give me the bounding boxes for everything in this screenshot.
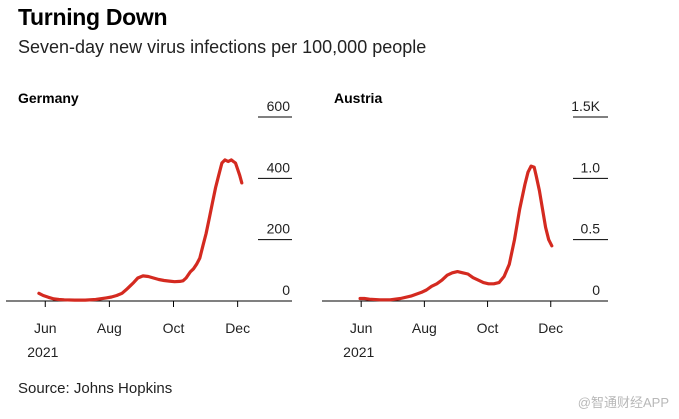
y-tick-label: 0.5 bbox=[581, 221, 601, 237]
x-tick-label: Aug bbox=[412, 320, 437, 336]
panel-germany: Germany 0 200 400 600 Jun Aug Oct Dec 2021 bbox=[6, 90, 292, 360]
y-tick-label: 600 bbox=[267, 98, 291, 114]
chart-subtitle: Seven-day new virus infections per 100,0… bbox=[18, 37, 427, 57]
x-tick-label: Dec bbox=[538, 320, 563, 336]
y-tick-label: 400 bbox=[267, 159, 291, 175]
source-note: Source: Johns Hopkins bbox=[18, 380, 173, 397]
y-tick-label: 1.5K bbox=[571, 98, 600, 114]
y-tick-label: 0 bbox=[592, 282, 600, 298]
series-line-germany bbox=[37, 158, 244, 302]
x-tick-label: Oct bbox=[163, 320, 185, 336]
y-tick-label: 200 bbox=[267, 221, 291, 237]
x-year-label: 2021 bbox=[343, 344, 374, 360]
chart-title: Turning Down bbox=[18, 4, 168, 30]
series-line-austria bbox=[358, 164, 554, 302]
watermark: @智通财经APP bbox=[577, 395, 669, 410]
panel-austria: Austria 0 0.5 1.0 1.5K Jun Aug Oct Dec 2021 bbox=[322, 90, 608, 360]
panel-title: Austria bbox=[334, 90, 382, 106]
panel-title: Germany bbox=[18, 90, 79, 106]
x-tick-label: Oct bbox=[477, 320, 499, 336]
y-tick-label: 0 bbox=[282, 282, 290, 298]
x-tick-label: Jun bbox=[34, 320, 57, 336]
x-year-label: 2021 bbox=[27, 344, 58, 360]
x-tick-label: Jun bbox=[350, 320, 373, 336]
x-tick-label: Dec bbox=[225, 320, 250, 336]
y-tick-label: 1.0 bbox=[581, 159, 601, 175]
x-tick-label: Aug bbox=[97, 320, 122, 336]
